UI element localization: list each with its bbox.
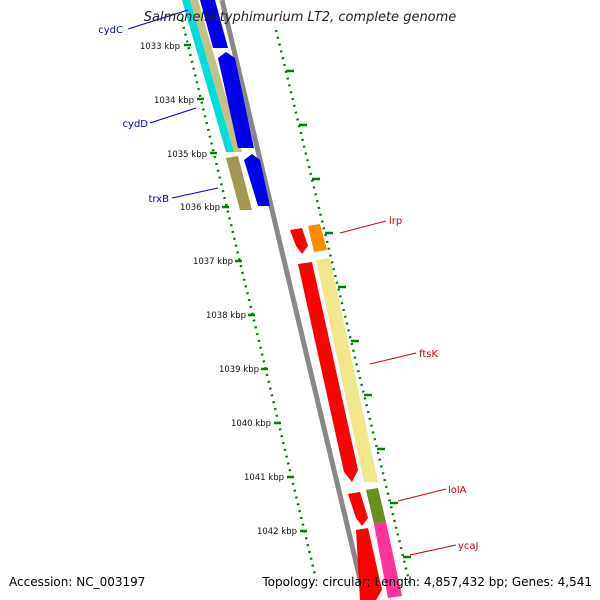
kbp-label: 1041 kbp: [244, 473, 284, 483]
gene-ftsK-red: [298, 262, 358, 482]
gene-label-ftsK: ftsK: [419, 349, 438, 360]
gene-labels-left: cydC cydD trxB: [98, 25, 169, 205]
genome-backbone: [219, 0, 368, 600]
kbp-label: 1037 kbp: [193, 257, 233, 267]
gene-lolA-olive: [366, 488, 386, 524]
gene-label-trxB: trxB: [148, 194, 169, 205]
reverse-genes: [290, 224, 402, 600]
gene-trxB-khaki: [226, 156, 252, 210]
gene-label-lrp: lrp: [389, 216, 402, 227]
gene-lolA-red: [348, 492, 368, 526]
gene-blue-mid: [218, 52, 254, 148]
kbp-label: 1039 kbp: [219, 365, 259, 375]
kbp-label: 1036 kbp: [180, 203, 220, 213]
gene-label-ycaJ: ycaJ: [458, 541, 479, 552]
gene-blue-lower: [244, 154, 270, 206]
gene-cydC-khaki: [190, 0, 242, 152]
gene-lrp-orange: [308, 224, 327, 252]
kbp-label: 1042 kbp: [257, 527, 297, 537]
kbp-label: 1038 kbp: [206, 311, 246, 321]
left-major-ticks: [184, 43, 307, 533]
kbp-label: 1033 kbp: [140, 42, 180, 52]
gene-labels-right: lrp ftsK lolA ycaJ: [389, 216, 479, 552]
gene-blue-top: [200, 0, 228, 48]
accession-text: Accession: NC_003197: [9, 575, 145, 589]
right-label-leaders: [339, 220, 457, 556]
right-major-ticks: [286, 69, 411, 559]
left-label-leaders: [127, 9, 219, 199]
gene-lrp-red: [290, 228, 308, 254]
gene-label-cydC: cydC: [98, 25, 123, 36]
kbp-label: 1035 kbp: [167, 150, 207, 160]
forward-genes: [182, 0, 270, 210]
gene-ycaJ-red: [356, 528, 382, 600]
gene-label-lolA: lolA: [448, 485, 467, 496]
gene-label-cydD: cydD: [123, 119, 149, 130]
kbp-label: 1040 kbp: [231, 419, 271, 429]
topology-text: Topology: circular; Length: 4,857,432 bp…: [261, 575, 592, 589]
gene-cydC-cyan: [182, 0, 234, 152]
gene-ycaJ-pink: [374, 522, 402, 598]
gene-ftsK-khaki: [316, 258, 378, 482]
kbp-label: 1034 kbp: [154, 96, 194, 106]
map-title: Salmonella typhimurium LT2, complete gen…: [144, 10, 457, 25]
kbp-labels: 1033 kbp 1034 kbp 1035 kbp 1036 kbp 1037…: [140, 42, 297, 537]
